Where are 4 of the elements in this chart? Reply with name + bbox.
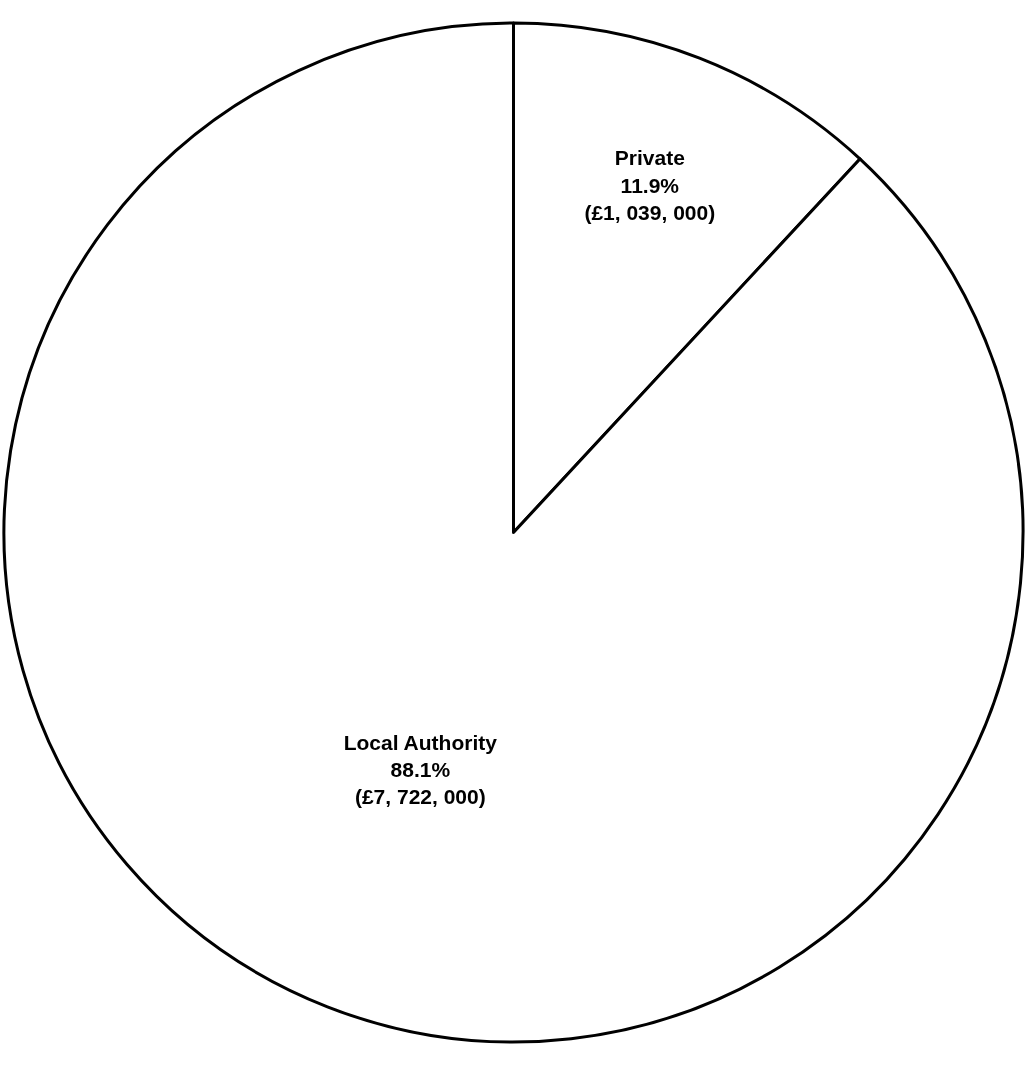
slice-label: Private (614, 146, 685, 170)
slice-label: Local Authority (343, 730, 498, 754)
data-label: 11.9% (£1, 039, 000) (584, 173, 716, 224)
data-label: 88.1% (£7, 722, 000) (354, 758, 486, 809)
